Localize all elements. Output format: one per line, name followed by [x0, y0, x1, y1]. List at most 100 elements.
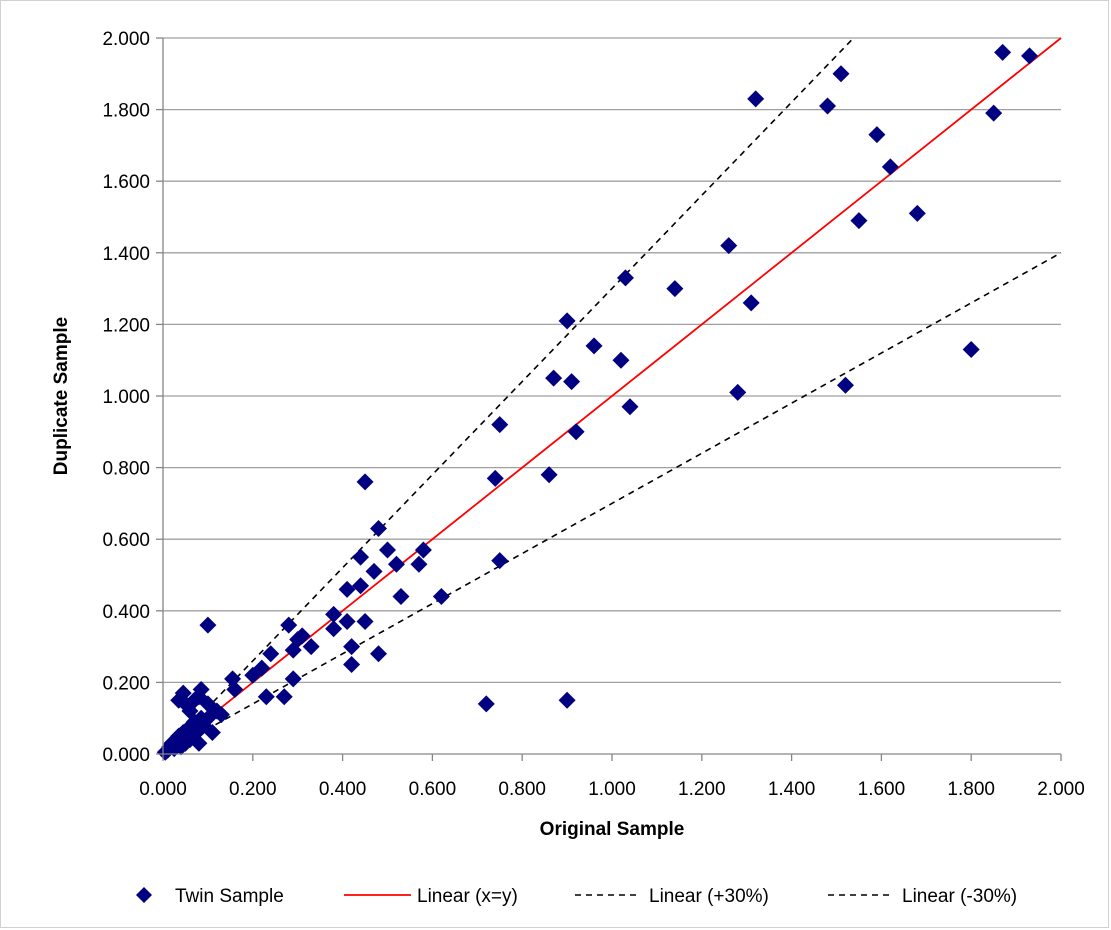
data-point [985, 104, 1003, 122]
data-point [192, 681, 210, 699]
data-point [414, 541, 432, 559]
legend-twin-sample-label: Twin Sample [175, 886, 284, 907]
data-point [190, 734, 208, 752]
data-points [156, 43, 1039, 761]
data-point [491, 416, 509, 434]
data-point [284, 670, 302, 688]
data-point [387, 555, 405, 573]
data-point [280, 616, 298, 634]
data-point [540, 466, 558, 484]
x-tick-label: 0.600 [409, 779, 457, 800]
y-axis-title: Duplicate Sample [51, 317, 72, 475]
trend-lines [166, 37, 1062, 753]
data-point [275, 688, 293, 706]
data-point [491, 552, 509, 570]
data-point [356, 473, 374, 491]
data-point [558, 691, 576, 709]
data-point [558, 312, 576, 330]
data-point [477, 695, 495, 713]
axes [156, 37, 1062, 761]
data-point [338, 613, 356, 631]
x-tick-label: 1.000 [588, 779, 636, 800]
data-point [545, 369, 563, 387]
data-point [486, 469, 504, 487]
y-tick-label: 1.400 [102, 244, 150, 265]
x-tick-label: 0.000 [139, 779, 187, 800]
x-tick-label: 0.800 [498, 779, 546, 800]
x-tick-labels: 0.000 0.200 0.400 0.600 0.800 1.000 1.200 1.400… [139, 779, 1085, 800]
y-tick-label: 1.200 [102, 315, 150, 336]
data-point [836, 376, 854, 394]
y-tick-label: 0.600 [102, 530, 150, 551]
data-point [356, 613, 374, 631]
data-point [819, 97, 837, 115]
data-point [747, 90, 765, 108]
x-tick-label: 2.000 [1037, 779, 1085, 800]
data-point [832, 65, 850, 83]
y-tick-label: 1.000 [102, 387, 150, 408]
y-tick-label: 0.200 [102, 673, 150, 694]
data-point [199, 616, 217, 634]
x-tick-label: 1.400 [768, 779, 816, 800]
data-point [432, 587, 450, 605]
x-tick-label: 0.200 [229, 779, 277, 800]
data-point [226, 681, 244, 699]
legend-linear-plus-label: Linear (+30%) [649, 886, 769, 907]
data-point [612, 351, 630, 369]
data-point [720, 237, 738, 255]
legend-twin-sample-marker [136, 887, 152, 903]
data-point [370, 519, 388, 537]
data-point [203, 724, 221, 742]
data-point [850, 212, 868, 230]
legend-linear-minus-label: Linear (-30%) [902, 886, 1017, 907]
data-point [325, 620, 343, 638]
data-point [343, 638, 361, 656]
y-tick-labels: 0.000 0.200 0.400 0.600 0.800 1.000 1.200 1.400… [102, 29, 150, 766]
grid-lines [163, 37, 1061, 684]
x-axis-title: Original Sample [540, 819, 685, 840]
data-point [962, 340, 980, 358]
trend-line-minus-30 [167, 252, 1062, 753]
trend-line-equal [166, 37, 1062, 752]
y-tick-label: 1.800 [102, 101, 150, 122]
data-point [212, 706, 230, 724]
y-tick-label: 1.600 [102, 172, 150, 193]
x-tick-label: 1.600 [858, 779, 906, 800]
trend-line-plus-30 [166, 37, 855, 750]
data-point [994, 43, 1012, 61]
data-point [868, 126, 886, 144]
x-tick-label: 0.400 [319, 779, 367, 800]
data-point [262, 645, 280, 663]
data-point [199, 695, 217, 713]
y-tick-label: 0.400 [102, 602, 150, 623]
y-tick-label: 2.000 [102, 29, 150, 50]
legend: Twin Sample Linear (x=y) Linear (+30%) L… [136, 886, 1017, 907]
data-point [1021, 47, 1039, 65]
data-point [666, 280, 684, 298]
data-point [881, 158, 899, 176]
data-point [742, 294, 760, 312]
data-point [293, 627, 311, 645]
data-point [338, 580, 356, 598]
data-point [253, 659, 271, 677]
data-point [729, 383, 747, 401]
data-point [410, 555, 428, 573]
data-point [567, 423, 585, 441]
data-point [908, 204, 926, 222]
data-point [379, 541, 396, 559]
y-tick-label: 0.000 [102, 745, 150, 766]
data-point [257, 688, 275, 706]
data-point [352, 548, 370, 566]
data-point [392, 587, 410, 605]
data-point [563, 373, 581, 391]
x-tick-label: 1.200 [678, 779, 726, 800]
data-point [352, 577, 370, 595]
x-tick-label: 1.800 [947, 779, 995, 800]
data-point [302, 638, 320, 656]
y-tick-label: 0.800 [102, 459, 150, 480]
data-point [365, 562, 383, 580]
data-point [325, 605, 343, 623]
data-point [621, 398, 639, 416]
